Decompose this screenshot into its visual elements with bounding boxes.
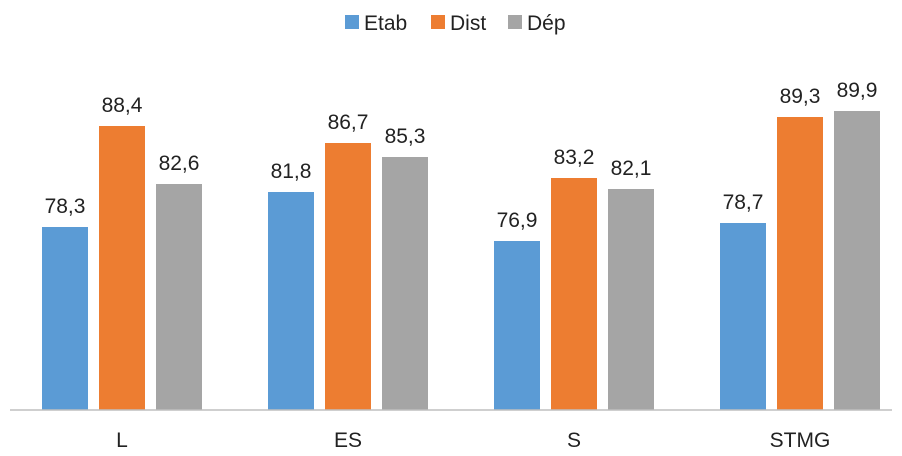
category-label-es: ES (334, 429, 362, 452)
bar-s-d-p (608, 189, 654, 410)
data-label-es-etab: 81,8 (271, 160, 312, 183)
bar-s-dist (551, 178, 597, 410)
category-label-stmg: STMG (770, 429, 831, 452)
data-label-stmg-dist: 89,3 (780, 85, 821, 108)
legend-swatch-dist (431, 15, 445, 29)
data-label-stmg-etab: 78,7 (723, 191, 764, 214)
legend: Etab Dist Dép (345, 12, 566, 35)
data-label-l-d-p: 82,6 (159, 152, 200, 175)
legend-label-dist: Dist (450, 12, 486, 35)
data-label-stmg-d-p: 89,9 (837, 79, 878, 102)
data-label-s-dist: 83,2 (554, 146, 595, 169)
category-labels: L ES S STMG (116, 429, 830, 452)
bar-l-etab (42, 227, 88, 410)
category-label-l: L (116, 429, 128, 452)
data-labels: 78,3 88,4 82,6 81,8 86,7 85,3 76,9 83,2 82,1 78,7… (45, 79, 878, 232)
legend-swatch-etab (345, 15, 359, 29)
data-label-l-dist: 88,4 (102, 94, 143, 117)
bar-es-d-p (382, 157, 428, 410)
bar-stmg-etab (720, 223, 766, 410)
data-label-s-d-p: 82,1 (611, 157, 652, 180)
data-label-es-d-p: 85,3 (385, 125, 426, 148)
bar-es-etab (268, 192, 314, 410)
data-label-es-dist: 86,7 (328, 111, 369, 134)
bars (42, 111, 880, 410)
bar-l-d-p (156, 184, 202, 410)
legend-swatch-d-p (508, 15, 522, 29)
data-label-l-etab: 78,3 (45, 195, 86, 218)
legend-label-d-p: Dép (527, 12, 566, 35)
bar-l-dist (99, 126, 145, 410)
data-label-s-etab: 76,9 (497, 209, 538, 232)
bar-stmg-dist (777, 117, 823, 410)
legend-label-etab: Etab (364, 12, 407, 35)
bar-stmg-d-p (834, 111, 880, 410)
bar-s-etab (494, 241, 540, 410)
bar-es-dist (325, 143, 371, 410)
category-label-s: S (567, 429, 581, 452)
